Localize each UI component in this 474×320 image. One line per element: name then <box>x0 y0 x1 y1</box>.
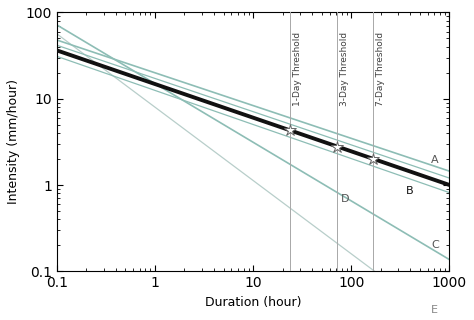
Text: A: A <box>431 155 439 165</box>
Y-axis label: Intensity (mm/hour): Intensity (mm/hour) <box>7 79 20 204</box>
Text: 1-Day Threshold: 1-Day Threshold <box>293 32 302 106</box>
X-axis label: Duration (hour): Duration (hour) <box>205 296 301 309</box>
Text: 3-Day Threshold: 3-Day Threshold <box>340 32 349 106</box>
Text: 7-Day Threshold: 7-Day Threshold <box>376 32 385 106</box>
Text: D: D <box>341 194 350 204</box>
Text: E: E <box>431 305 438 315</box>
Text: C: C <box>431 240 439 250</box>
Text: B: B <box>406 186 413 196</box>
